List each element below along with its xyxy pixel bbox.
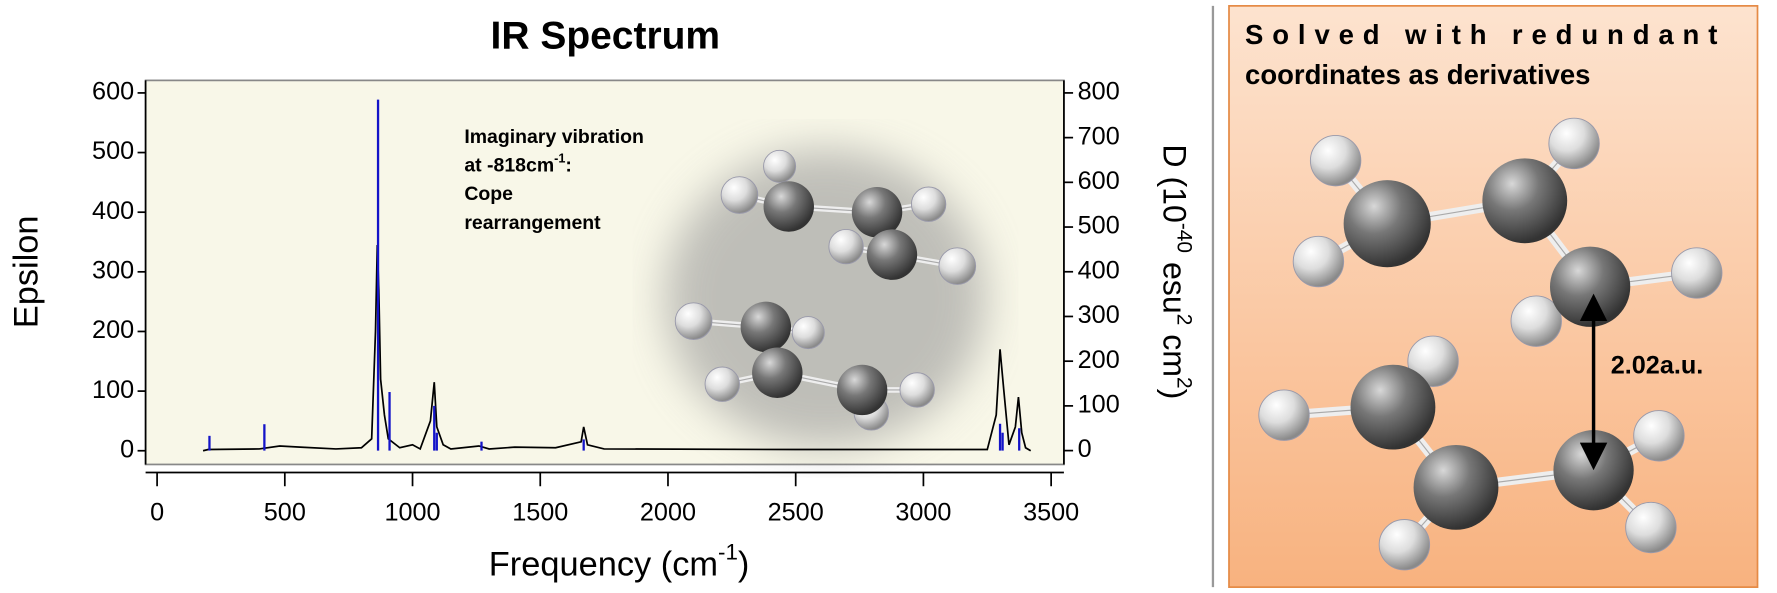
hydrogen — [720, 176, 759, 214]
label-part: ) — [1156, 389, 1192, 400]
superscript: -1 — [718, 540, 738, 565]
x-tick-label: 0 — [150, 498, 164, 526]
x-tick-label: 2500 — [768, 498, 824, 526]
superscript: 2 — [1173, 314, 1196, 326]
shadow — [664, 149, 986, 448]
annotation: Imaginary vibration — [464, 126, 644, 148]
x-axis-title: Frequency (cm-1) — [489, 540, 750, 584]
label-part: esu — [1156, 253, 1192, 314]
panel-text: Solved with redundant — [1245, 19, 1717, 50]
hydrogen — [828, 228, 864, 265]
carbon — [740, 301, 792, 353]
carbon — [763, 181, 814, 232]
x-tick-label: 2000 — [640, 498, 696, 526]
carbon — [1550, 246, 1631, 327]
x-tick-label: 500 — [264, 498, 306, 526]
y-tick-label: 400 — [92, 197, 134, 225]
hydrogen — [763, 149, 797, 183]
hydrogen — [1407, 335, 1459, 387]
y2-tick-label: 700 — [1078, 122, 1120, 150]
hydrogen — [1309, 134, 1362, 187]
y-axis-title: Epsilon — [8, 215, 46, 328]
label-part: at -818cm — [464, 155, 554, 177]
hydrogen — [899, 372, 935, 408]
x-tick-label: 3500 — [1023, 498, 1079, 526]
label-part: D (10 — [1156, 144, 1192, 222]
carbon — [866, 229, 918, 280]
hydrogen — [1510, 295, 1562, 347]
x-tick-label: 3000 — [895, 498, 951, 526]
y2-tick-label: 200 — [1078, 346, 1120, 374]
carbon — [1553, 430, 1634, 511]
y-tick-label: 200 — [92, 316, 134, 344]
y2-tick-label: 0 — [1078, 435, 1092, 463]
y-tick-label: 100 — [92, 376, 134, 404]
superscript: 2 — [1173, 377, 1196, 389]
y2-tick-label: 500 — [1078, 212, 1120, 240]
label-part: : — [565, 155, 571, 177]
superscript: -40 — [1173, 223, 1196, 253]
hydrogen — [704, 366, 740, 402]
y2-axis-title: D (10-40 esu2 cm2) — [1156, 144, 1195, 399]
chart-title: IR Spectrum — [491, 14, 721, 57]
x-tick-label: 1000 — [384, 498, 440, 526]
label-part: ) — [738, 546, 749, 584]
hydrogen — [791, 316, 825, 350]
label-part: cm — [1156, 325, 1192, 377]
carbon — [1482, 158, 1568, 244]
panel-text: coordinates as derivatives — [1245, 59, 1590, 90]
hydrogen — [1671, 247, 1723, 299]
distance-label: 2.02a.u. — [1611, 352, 1704, 380]
hydrogen — [1292, 235, 1345, 288]
hydrogen — [1258, 389, 1310, 441]
y-tick-label: 500 — [92, 137, 134, 165]
carbon — [836, 364, 888, 416]
y-tick-label: 0 — [120, 435, 134, 463]
hydrogen — [938, 247, 977, 285]
carbon — [752, 347, 803, 398]
y2-tick-label: 300 — [1078, 301, 1120, 329]
annotation: at -818cm-1: — [464, 152, 572, 177]
y2-tick-label: 400 — [1078, 256, 1120, 284]
label-part: Frequency (cm — [489, 546, 718, 584]
molecules — [664, 117, 1723, 571]
carbon — [1343, 180, 1431, 268]
y-tick-label: 600 — [92, 78, 134, 106]
annotation: rearrangement — [464, 212, 601, 234]
x-tick-label: 1500 — [512, 498, 568, 526]
y-tick-label: 300 — [92, 256, 134, 284]
y2-tick-label: 100 — [1078, 391, 1120, 419]
carbon — [1350, 364, 1436, 450]
annotation: Cope — [464, 183, 513, 205]
hydrogen — [1378, 519, 1431, 571]
hydrogen — [1633, 410, 1685, 462]
carbon — [1413, 444, 1499, 530]
hydrogen — [910, 186, 947, 222]
y2-tick-label: 800 — [1078, 78, 1120, 106]
spectrum-line — [202, 244, 1032, 452]
hydrogen — [1625, 501, 1677, 554]
hydrogen — [674, 302, 713, 340]
y2-tick-label: 600 — [1078, 167, 1120, 195]
superscript: -1 — [554, 152, 565, 166]
hydrogen — [1548, 117, 1600, 170]
carbon — [851, 187, 903, 238]
